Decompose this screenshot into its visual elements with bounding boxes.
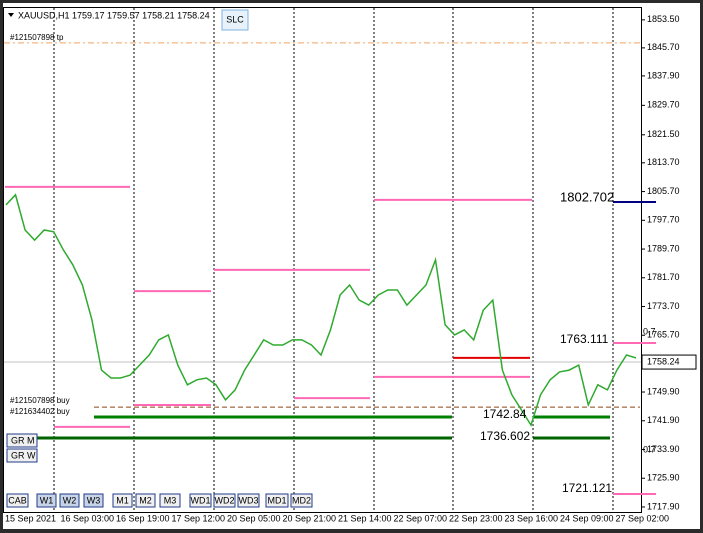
- current-price-box: [641, 354, 697, 370]
- y-tick-label: 1741.90: [647, 415, 680, 425]
- x-tick-label: 24 Sep 09:00: [560, 513, 614, 523]
- annotation: #121507898 tp: [10, 33, 64, 42]
- x-tick-label: 16 Sep 03:00: [61, 513, 115, 523]
- side-button[interactable]: [6, 448, 38, 463]
- y-tick-label: 1765.70: [647, 330, 680, 340]
- menu-arrow: [8, 13, 14, 17]
- y-tick-label: 1773.70: [647, 301, 680, 311]
- toolbar-button-label: M3: [164, 495, 177, 505]
- annotation: 0.7: [643, 444, 656, 454]
- x-tick-label: 20 Sep 21:00: [283, 513, 337, 523]
- slc-label: SLC: [226, 14, 244, 24]
- slc-button[interactable]: [221, 9, 249, 31]
- toolbar-button-label: WD1: [191, 495, 211, 505]
- annotation: 1802.702: [560, 189, 614, 204]
- toolbar-button[interactable]: [83, 493, 104, 508]
- y-tick-label: 1829.70: [647, 100, 680, 110]
- x-tick-label: 15 Sep 2021: [5, 513, 56, 523]
- y-tick-label: 1717.90: [647, 501, 680, 511]
- toolbar-button-label: M2: [139, 495, 152, 505]
- toolbar-button-label: W2: [63, 495, 77, 505]
- toolbar-button[interactable]: [290, 493, 313, 508]
- toolbar-button[interactable]: [135, 493, 156, 508]
- plot-frame: [3, 7, 642, 513]
- side-button[interactable]: [6, 433, 38, 448]
- price-line: [5, 193, 637, 427]
- x-tick-label: 23 Sep 16:00: [505, 513, 559, 523]
- toolbar-button-label: WD2: [215, 495, 235, 505]
- y-tick-label: 1813.70: [647, 157, 680, 167]
- x-tick-label: 21 Sep 14:00: [338, 513, 392, 523]
- background: [3, 3, 700, 529]
- side-button-label: GR W: [11, 450, 36, 460]
- toolbar-button[interactable]: [265, 493, 289, 508]
- toolbar-button[interactable]: [6, 493, 29, 508]
- toolbar-button-label: W1: [40, 495, 54, 505]
- x-tick-label: 16 Sep 19:00: [116, 513, 170, 523]
- x-tick-label: 27 Sep 02:00: [616, 513, 670, 523]
- side-button-label: GR M: [11, 435, 35, 445]
- y-tick-label: 1837.90: [647, 70, 680, 80]
- annotation: #121634402 buy: [10, 407, 70, 416]
- y-tick-label: 1805.70: [647, 186, 680, 196]
- annotation: 1742.84: [483, 407, 527, 421]
- toolbar-button-label: MD1: [267, 495, 286, 505]
- toolbar-button[interactable]: [159, 493, 181, 508]
- toolbar-button[interactable]: [189, 493, 212, 508]
- y-tick-label: 1821.50: [647, 129, 680, 139]
- x-tick-label: 22 Sep 23:00: [449, 513, 503, 523]
- toolbar-button-label: CAB: [8, 495, 27, 505]
- y-tick-label: 1789.70: [647, 243, 680, 253]
- annotation: 1736.602: [480, 429, 530, 443]
- current-price-label: 1758.24: [647, 356, 680, 366]
- annotation: 1721.121: [562, 481, 612, 495]
- toolbar-button-label: MD2: [292, 495, 311, 505]
- y-tick-label: 1725.90: [647, 473, 680, 483]
- annotation: 0.7: [643, 326, 656, 336]
- y-tick-label: 1853.50: [647, 14, 680, 24]
- x-tick-label: 20 Sep 05:00: [227, 513, 281, 523]
- y-tick-label: 1781.70: [647, 272, 680, 282]
- y-tick-label: 1749.90: [647, 386, 680, 396]
- toolbar-button-label: M1: [116, 495, 129, 505]
- x-tick-label: 17 Sep 12:00: [172, 513, 226, 523]
- y-tick-label: 1733.90: [647, 444, 680, 454]
- toolbar-button[interactable]: [112, 493, 133, 508]
- annotation: #121507898 buy: [10, 396, 70, 405]
- x-tick-label: 22 Sep 07:00: [394, 513, 448, 523]
- y-tick-label: 1797.70: [647, 215, 680, 225]
- toolbar-button[interactable]: [36, 493, 57, 508]
- toolbar-button[interactable]: [237, 493, 260, 508]
- y-tick-label: 1845.70: [647, 42, 680, 52]
- toolbar-button-label: WD3: [239, 495, 259, 505]
- toolbar-button-label: W3: [87, 495, 101, 505]
- annotation: 1763.111: [560, 332, 609, 346]
- toolbar-button[interactable]: [59, 493, 80, 508]
- chart-title: XAUUSD,H1 1759.17 1759.57 1758.21 1758.2…: [18, 10, 210, 20]
- toolbar-button[interactable]: [213, 493, 236, 508]
